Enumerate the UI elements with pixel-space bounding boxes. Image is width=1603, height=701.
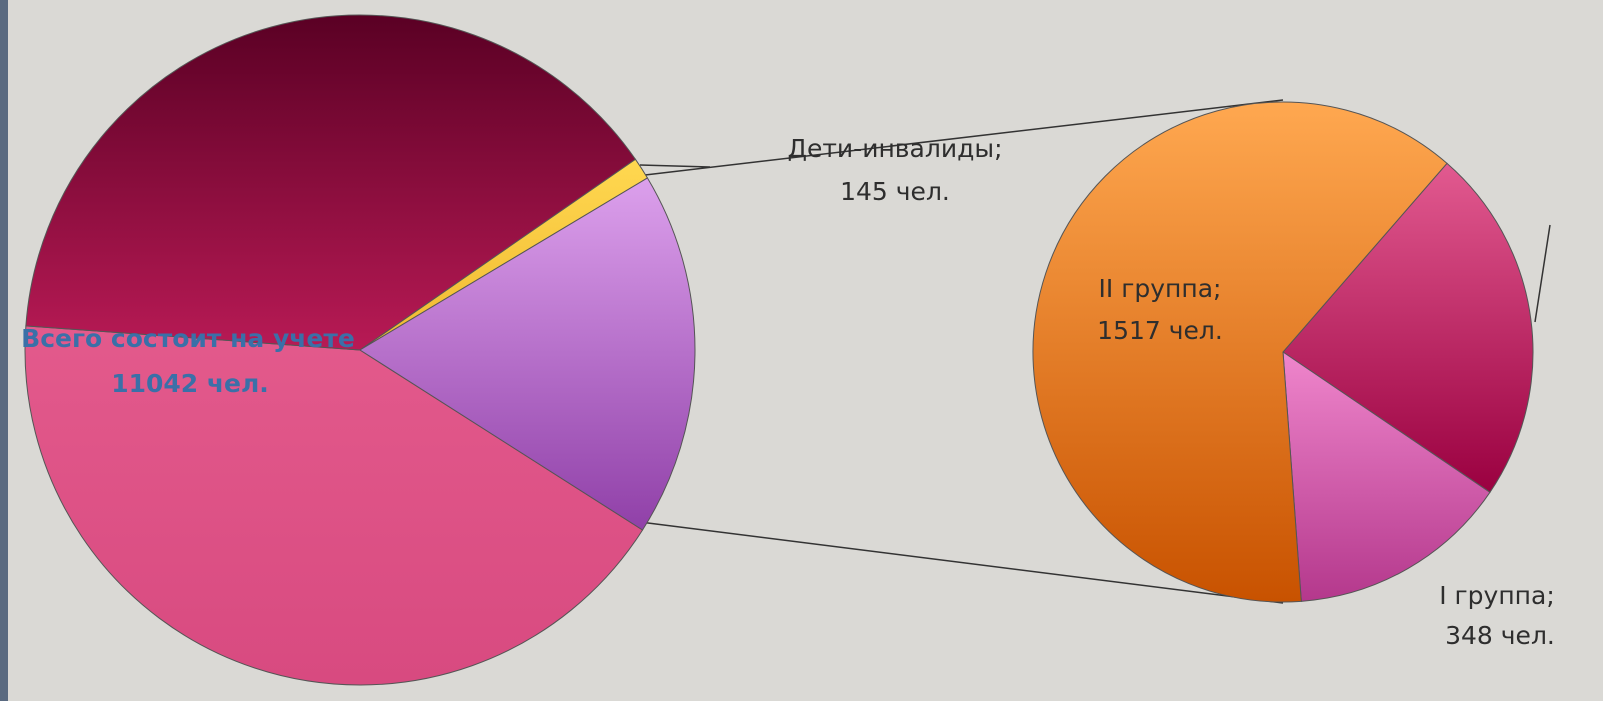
pie-slice — [359, 177, 696, 531]
edge-strip — [0, 0, 8, 701]
slice-label: I группа; — [1439, 581, 1555, 610]
connector — [644, 99, 1284, 176]
pie-slice — [1032, 101, 1448, 603]
total-title: Всего состоит на учете — [21, 324, 355, 353]
value-label: 1517 чел. — [1097, 316, 1223, 345]
slice-label: Дети-инвалиды; — [787, 134, 1002, 163]
total-label: 11042 чел. — [111, 369, 269, 398]
value-label: 348 чел. — [1445, 621, 1555, 650]
pie-slice — [1282, 351, 1491, 602]
value-label: 145 чел. — [840, 177, 950, 206]
pie-slice — [24, 325, 644, 686]
leader-line — [639, 164, 711, 168]
leader-line — [1534, 224, 1551, 323]
slice-label: II группа; — [1099, 274, 1222, 303]
connector — [639, 521, 1284, 604]
pie-slice — [1282, 162, 1534, 493]
pie-slice — [25, 14, 637, 351]
